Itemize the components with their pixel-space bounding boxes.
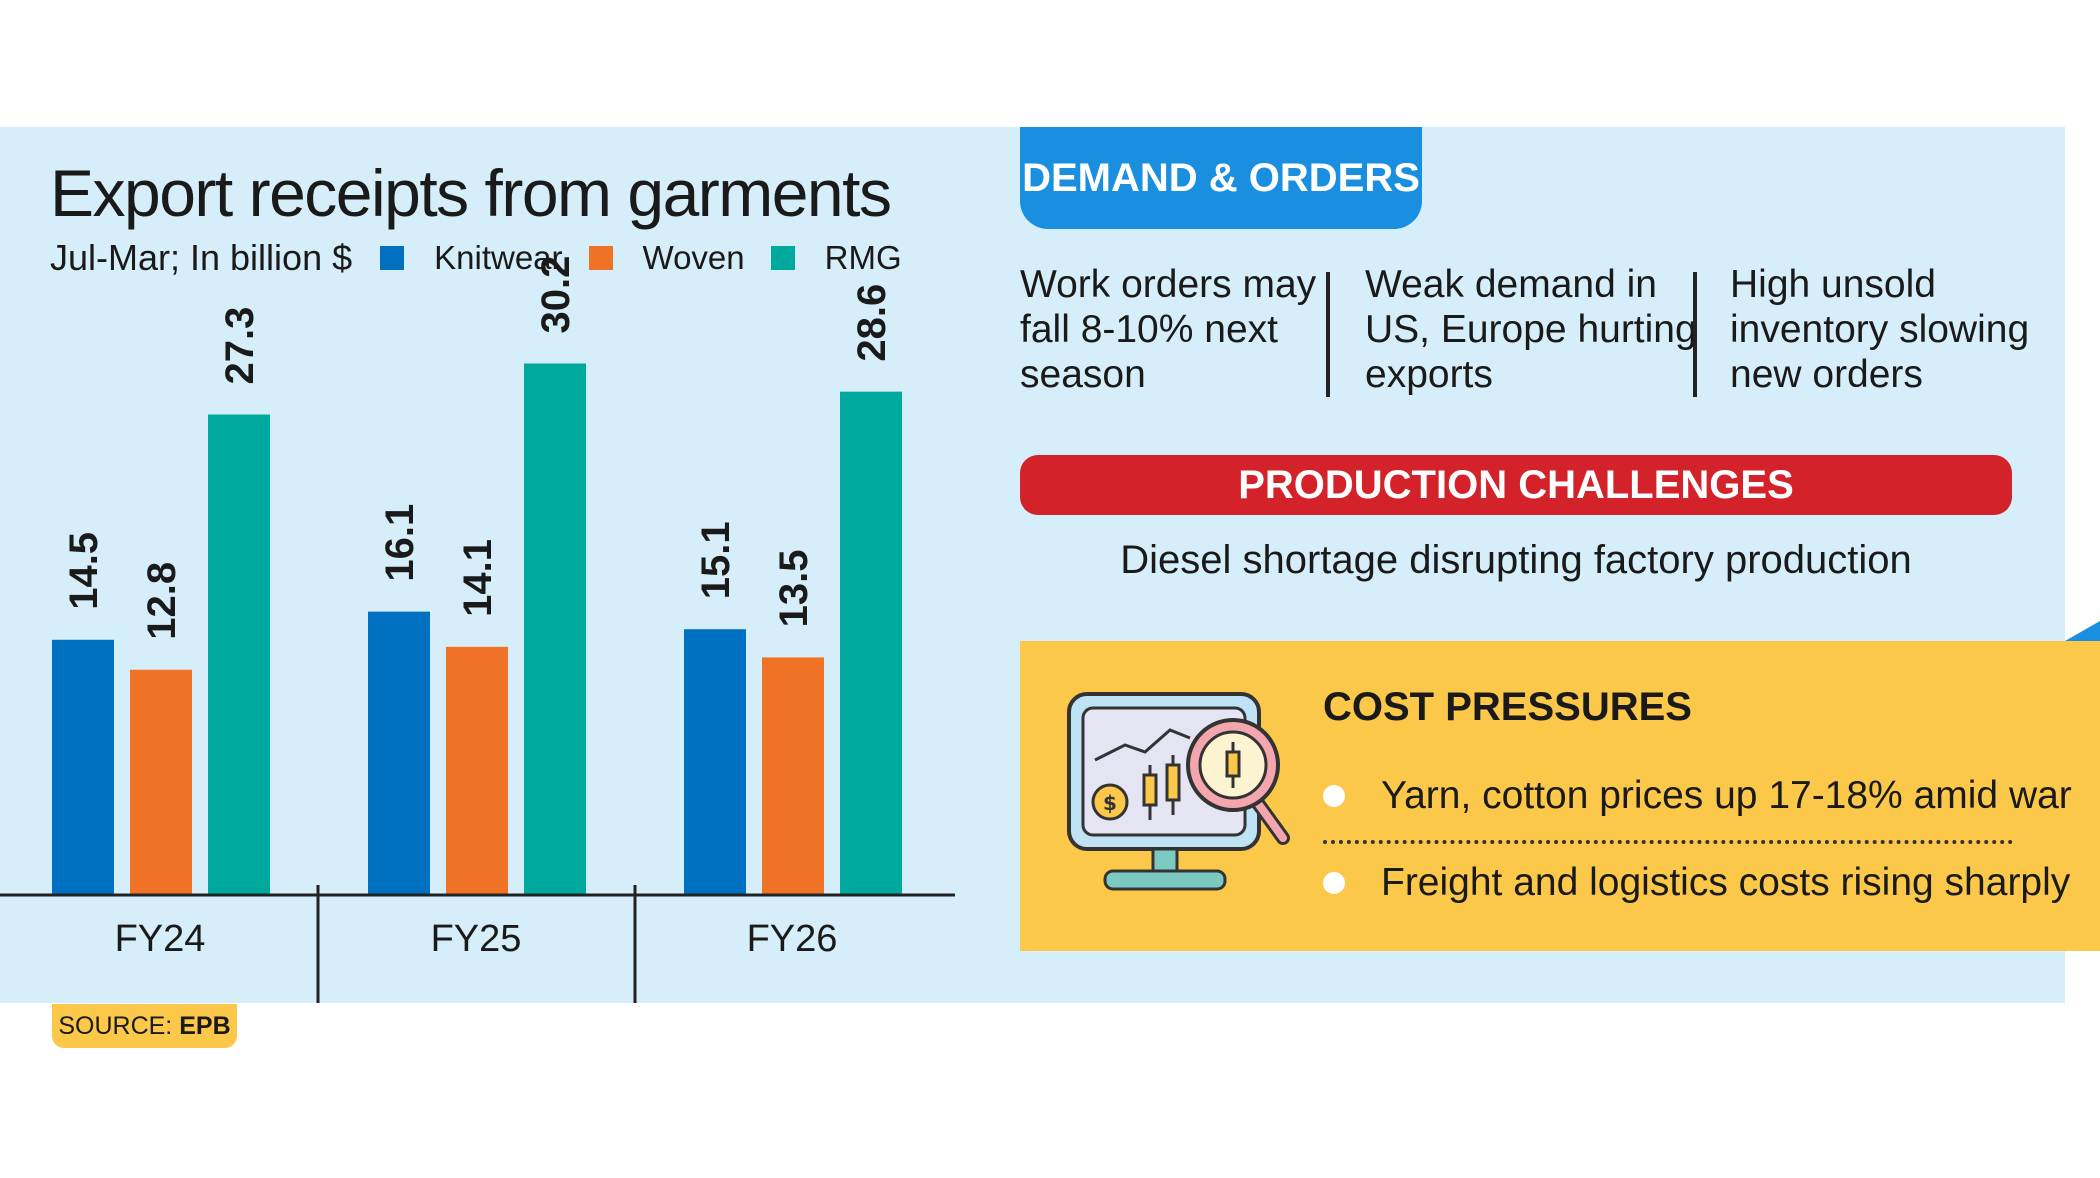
bar-chart: 14.5 12.8 27.3 FY24 16.1 14.1 30.2 FY25 15.1 13.5… (0, 256, 955, 1003)
category-label-fy24: FY24 (115, 918, 206, 960)
bar-woven-fy24 (130, 669, 192, 895)
demand-heading: DEMAND & ORDERS (1020, 127, 1422, 229)
value-label-knitwear-fy26: 15.1 (694, 521, 738, 599)
legend-label-rmg: RMG (824, 239, 902, 276)
value-label-knitwear-fy24: 14.5 (62, 532, 106, 610)
demand-item-2: Weak demand in US, Europe hurting export… (1365, 262, 1697, 397)
cost-item-2: Freight and logistics costs rising sharp… (1323, 861, 2070, 905)
value-label-rmg-fy26: 28.6 (850, 284, 894, 362)
source-value: EPB (179, 1011, 231, 1040)
cost-item-text: Freight and logistics costs rising sharp… (1381, 861, 2071, 904)
demand-item-2-line: exports (1365, 353, 1493, 396)
value-label-rmg-fy24: 27.3 (218, 307, 262, 385)
cost-item-text: Yarn, cotton prices up 17-18% amid war (1381, 774, 2072, 817)
bar-knitwear-fy24 (52, 639, 114, 895)
demand-item-3: High unsold inventory slowing new orders (1730, 262, 2029, 397)
category-label-fy26: FY26 (747, 918, 838, 960)
bar-knitwear-fy26 (684, 629, 746, 895)
legend-label-knitwear: Knitwear (434, 239, 563, 276)
legend-swatch-woven (588, 246, 613, 270)
demand-divider (1693, 272, 1697, 397)
monitor-chart-magnifier-icon: $ (1067, 692, 1290, 891)
legend-item-rmg: RMG (770, 239, 902, 277)
demand-item-3-line: new orders (1730, 353, 1923, 396)
category-label-fy25: FY25 (431, 918, 522, 960)
chart-title: Export receipts from garments (50, 156, 892, 230)
chart-subtitle: Jul-Mar; In billion $ (50, 237, 353, 278)
demand-item-1: Work orders may fall 8-10% next season (1020, 262, 1316, 397)
bar-knitwear-fy25 (368, 611, 430, 895)
bar-woven-fy26 (762, 657, 824, 895)
legend-item-knitwear: Knitwear (380, 239, 563, 277)
production-heading: PRODUCTION CHALLENGES (1020, 455, 2012, 515)
legend-label-woven: Woven (642, 239, 745, 276)
source-label: SOURCE: (58, 1011, 173, 1040)
legend-item-woven: Woven (588, 239, 745, 277)
bar-rmg-fy25 (524, 363, 586, 896)
legend: Knitwear Woven RMG (380, 239, 928, 277)
source-badge: SOURCE: EPB (52, 1004, 237, 1048)
corner-accent (2065, 621, 2100, 641)
demand-item-2-line: US, Europe hurting (1365, 308, 1697, 351)
production-text: Diesel shortage disrupting factory produ… (1120, 538, 1912, 582)
demand-item-1-line: season (1020, 353, 1146, 396)
bar-rmg-fy26 (840, 391, 902, 895)
demand-divider (1326, 272, 1330, 397)
demand-item-1-line: Work orders may (1020, 263, 1317, 306)
bar-woven-fy25 (446, 646, 508, 895)
dotted-divider (1323, 840, 2013, 844)
cost-heading: COST PRESSURES (1323, 685, 1692, 729)
value-label-woven-fy25: 14.1 (456, 539, 500, 617)
bullet-icon (1323, 872, 1345, 894)
subtitle-row: Jul-Mar; In billion $ Knitwear Woven RMG (50, 236, 928, 280)
bar-rmg-fy24 (208, 414, 270, 895)
demand-item-2-line: Weak demand in (1365, 263, 1657, 306)
value-label-woven-fy26: 13.5 (772, 550, 816, 628)
svg-text:$: $ (1103, 791, 1117, 815)
cost-item-1: Yarn, cotton prices up 17-18% amid war (1323, 774, 2072, 818)
demand-item-3-line: inventory slowing (1730, 308, 2030, 351)
value-label-knitwear-fy25: 16.1 (378, 504, 422, 582)
demand-items: Work orders may fall 8-10% next season W… (1020, 262, 2030, 397)
legend-swatch-knitwear (380, 246, 405, 270)
demand-item-3-line: High unsold (1730, 263, 1936, 306)
bullet-icon (1323, 785, 1345, 807)
legend-swatch-rmg (770, 246, 795, 270)
value-label-woven-fy24: 12.8 (140, 562, 184, 640)
value-label-rmg-fy25: 30.2 (534, 256, 578, 334)
demand-item-1-line: fall 8-10% next (1020, 308, 1278, 351)
